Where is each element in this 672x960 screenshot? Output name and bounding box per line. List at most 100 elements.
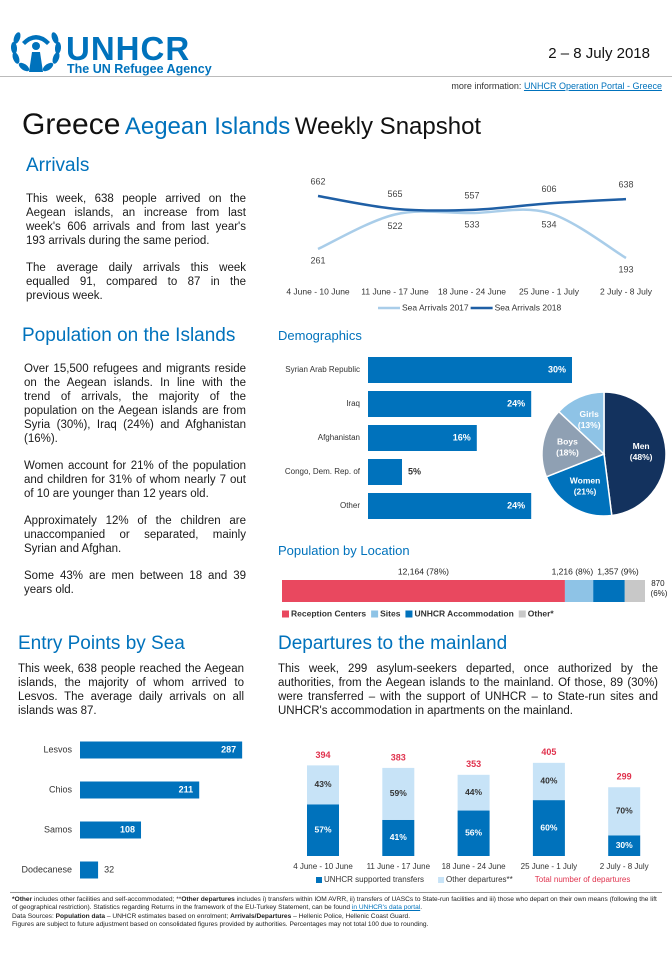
slice-value: (48%) [630, 452, 653, 462]
footer-rule [10, 892, 662, 893]
bar-segment [457, 774, 490, 811]
y-tick-label: Lesvos [43, 744, 72, 754]
data-label: 32 [104, 864, 114, 874]
x-tick-label: 25 June - 1 July [519, 286, 580, 296]
slice-label: Boys [557, 436, 578, 446]
note-text: includes i) transfers within IOM AVRR, i… [12, 896, 657, 912]
data-label: 533 [464, 219, 479, 229]
note: Figures are subject to future adjustment… [12, 921, 660, 929]
y-tick-label: Samos [44, 824, 73, 834]
data-label: 522 [387, 221, 402, 231]
bar [368, 391, 532, 417]
bar [80, 861, 99, 879]
bar [368, 493, 532, 519]
section-text: This week, 638 people reached the Aegean… [18, 662, 244, 731]
slice-label: Men [633, 441, 650, 451]
bar-segment [382, 767, 415, 820]
data-label: 557 [464, 190, 479, 200]
legend-swatch [371, 610, 379, 618]
data-label: 40% [540, 776, 557, 786]
data-label: 1,357 (9%) [597, 566, 639, 576]
note-text: – UNHCR estimates based on enrolment; [105, 912, 231, 920]
data-label: 211 [179, 784, 194, 794]
note: *Other includes other facilities and sel… [12, 896, 660, 913]
bar-segment [608, 835, 641, 856]
data-label: 59% [390, 788, 407, 798]
note-bold: Population data [55, 912, 106, 920]
section-text: Over 15,500 refugees and migrants reside… [24, 362, 246, 610]
bar-segment [532, 762, 565, 801]
paragraph: Over 15,500 refugees and migrants reside… [24, 363, 246, 445]
x-tick-label: 11 June - 17 June [367, 862, 431, 871]
note-link[interactable]: in UNHCR's data portal [351, 904, 421, 912]
slice-value: (18%) [556, 447, 579, 457]
data-label: 41% [390, 832, 407, 842]
data-label: 60% [540, 822, 557, 832]
note-text: – Hellenic Police, Hellenic Coast Guard. [291, 912, 411, 920]
data-label: 70% [616, 806, 633, 816]
x-tick-label: 11 June - 17 June [361, 286, 429, 296]
legend-label: Other* [528, 608, 555, 618]
bar [80, 741, 243, 759]
y-tick-label: Iraq [346, 399, 360, 408]
section-heading: Departures to the mainland [278, 633, 508, 654]
data-label: 30% [548, 364, 566, 374]
paragraph: This week, 638 people reached the Aegean… [18, 663, 244, 717]
section-heading: Population on the Islands [22, 325, 236, 346]
x-tick-label: 25 June - 1 July [521, 862, 577, 871]
total-label: 383 [391, 752, 406, 762]
pie-slice [541, 410, 606, 478]
portal-link[interactable]: UNHCR Operation Portal - Greece [523, 81, 662, 91]
slice-label: Women [570, 475, 601, 485]
data-label: 261 [310, 255, 325, 265]
data-label: 108 [120, 824, 135, 834]
line [317, 208, 627, 260]
x-tick-label: 2 July - 8 July [600, 286, 653, 296]
data-label: 30% [616, 840, 633, 850]
legend-label: Total number of departures [535, 875, 631, 884]
bar-segment [307, 804, 339, 856]
data-label: 638 [618, 180, 633, 190]
note-bold: Arrivals/Departures [230, 912, 292, 920]
x-tick-label: 4 June - 10 June [286, 286, 350, 296]
x-tick-label: 18 June - 24 June [442, 862, 507, 871]
data-label: 16% [453, 432, 471, 442]
org-name: UNHCR [66, 30, 191, 67]
header-rule [0, 76, 672, 77]
data-label: 662 [310, 176, 325, 186]
bar-segment [532, 800, 565, 856]
bar [368, 357, 572, 383]
data-label: 57% [314, 824, 331, 834]
note-text: Figures are subject to future adjustment… [12, 921, 429, 929]
data-label: 606 [541, 184, 556, 194]
section-text: This week, 299 asylum-seekers departed, … [278, 662, 658, 731]
bar-segment [307, 765, 339, 805]
y-tick-label: Dodecanese [21, 864, 72, 874]
data-label: 12,164 (78%) [398, 566, 449, 576]
more-info: more information: UNHCR Operation Portal… [451, 81, 662, 91]
pie-slice [603, 391, 667, 517]
bar-segment [564, 580, 594, 602]
slice-value: (13%) [578, 420, 601, 430]
paragraph: This week, 299 asylum-seekers departed, … [278, 663, 658, 717]
data-label: 565 [387, 189, 402, 199]
section-heading: Arrivals [26, 155, 90, 176]
bar-segment [608, 787, 641, 836]
section-heading: Entry Points by Sea [18, 633, 185, 654]
x-tick-label: 18 June - 24 June [438, 286, 506, 296]
legend-label: UNHCR supported transfers [324, 875, 424, 884]
page-title: Greece Aegean Islands Weekly Snapshot [22, 108, 481, 142]
paragraph: The average daily arrivals this week equ… [26, 262, 246, 302]
paragraph: Women account for 21% of the population … [24, 460, 246, 500]
legend-swatch [316, 877, 322, 883]
pie-slice [545, 452, 613, 517]
legend-label: Other departures** [446, 875, 513, 884]
legend-label: Sites [380, 608, 401, 618]
data-label: 24% [507, 500, 525, 510]
title-rest: Weekly Snapshot [294, 113, 482, 140]
x-tick-label: 2 July - 8 July [600, 862, 649, 871]
data-label: 24% [507, 398, 525, 408]
bar [80, 821, 142, 839]
data-label: 43% [314, 779, 331, 789]
x-tick-label: 4 June - 10 June [293, 862, 353, 871]
